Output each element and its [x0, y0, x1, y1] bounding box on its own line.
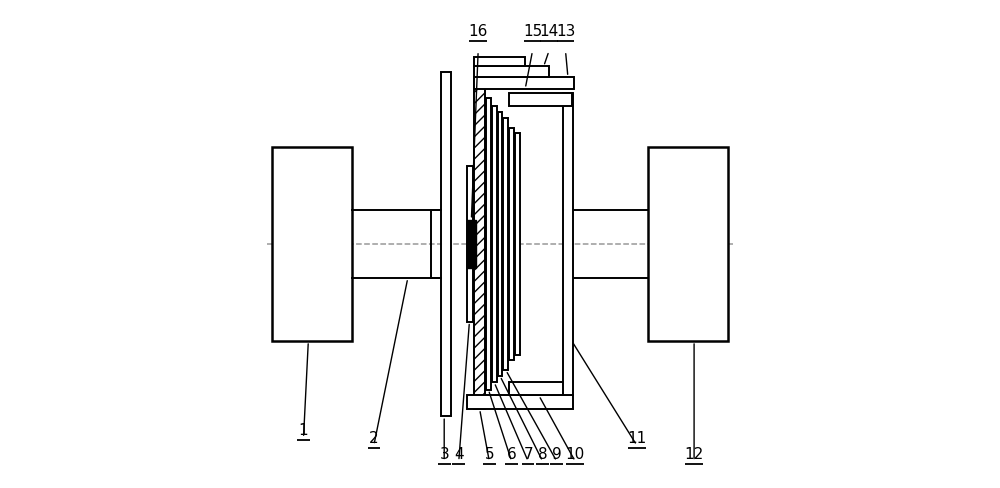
Text: 4: 4	[454, 447, 464, 462]
Bar	[474, 57, 525, 66]
Text: 5: 5	[485, 447, 494, 462]
Bar	[486, 99, 491, 389]
Bar	[563, 93, 573, 395]
Bar	[515, 133, 520, 355]
Bar	[503, 118, 508, 370]
Bar	[492, 106, 497, 382]
Bar	[509, 382, 572, 395]
Text: 1: 1	[299, 423, 308, 438]
Bar	[467, 166, 473, 322]
Text: 3: 3	[439, 447, 449, 462]
Text: 15: 15	[523, 24, 542, 39]
Text: 12: 12	[684, 447, 704, 462]
Bar	[441, 72, 451, 416]
Text: 6: 6	[507, 447, 517, 462]
Text: 7: 7	[523, 447, 533, 462]
Text: 16: 16	[468, 24, 488, 39]
Bar	[509, 93, 572, 106]
Bar	[474, 79, 485, 409]
Bar	[467, 395, 573, 409]
Bar	[498, 112, 502, 376]
Bar	[272, 147, 352, 341]
Bar	[509, 127, 514, 361]
Text: 8: 8	[538, 447, 548, 462]
Bar	[648, 147, 728, 341]
Bar	[467, 220, 476, 268]
Text: 9: 9	[552, 447, 562, 462]
Bar	[474, 66, 549, 77]
Text: 2: 2	[369, 431, 379, 446]
Text: 13: 13	[556, 24, 575, 39]
Bar	[474, 77, 574, 89]
Text: 11: 11	[627, 431, 646, 446]
Text: 14: 14	[539, 24, 559, 39]
Text: 10: 10	[566, 447, 585, 462]
